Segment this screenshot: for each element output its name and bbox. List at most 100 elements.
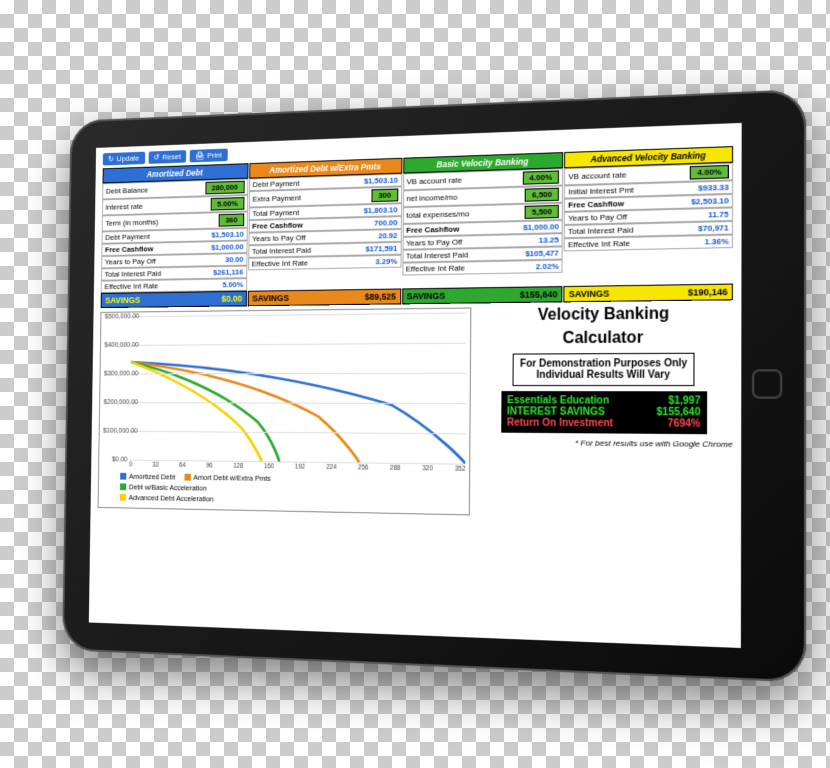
chart-legend: Amortized Debt Amort Debt w/Extra Pmts D…: [120, 472, 466, 510]
legend-label: Debt w/Basic Acceleration: [129, 483, 207, 493]
roi-box: Essentials Education$1,997INTEREST SAVIN…: [501, 391, 707, 434]
disclaimer-box: For Demonstration Purposes Only Individu…: [513, 353, 695, 386]
footnote: * For best results use with Google Chrom…: [477, 438, 733, 450]
legend-label: Advanced Debt Acceleration: [129, 493, 214, 503]
lower-section: $500,000.00$400,000.00$300,000.00$200,00…: [98, 304, 733, 520]
update-button[interactable]: ↻Update: [103, 152, 145, 166]
row-label: Free Cashflow: [252, 221, 303, 231]
roi-label: Essentials Education: [507, 395, 609, 407]
x-tick-label: 160: [264, 463, 274, 470]
roi-row: Return On Investment7694%: [507, 417, 700, 429]
computed-value: $1,803.10: [364, 205, 398, 215]
y-tick-label: $100,000.00: [103, 427, 128, 434]
x-tick-label: 96: [206, 462, 213, 469]
column-body: VB account rate 4.00% Initial Interest Pmt…: [564, 163, 733, 286]
row-label: Debt Balance: [106, 186, 148, 196]
savings-label: SAVINGS: [569, 288, 610, 299]
swatch-icon: [184, 474, 190, 481]
reset-button[interactable]: ↺Reset: [148, 150, 186, 164]
computed-value: $1,503.10: [364, 176, 398, 186]
y-tick-label: $500,000.00: [105, 313, 130, 320]
swatch-icon: [120, 483, 126, 490]
row-label: VB account rate: [568, 170, 626, 181]
row-label: Total Interest Paid: [105, 269, 162, 279]
input-value[interactable]: 4.00%: [690, 165, 729, 180]
computed-value: 30.00: [225, 255, 243, 264]
row-label: VB account rate: [407, 176, 462, 187]
x-tick-label: 256: [358, 464, 368, 471]
savings-cell: SAVINGS$89,525: [248, 288, 401, 306]
reset-icon: ↺: [153, 153, 159, 162]
x-tick-label: 352: [455, 466, 466, 473]
row-label: Years to Pay Off: [406, 237, 462, 247]
row-label: net income/mo: [406, 193, 457, 203]
legend-item: Amort Debt w/Extra Pmts: [184, 473, 270, 483]
print-label: Print: [207, 151, 222, 160]
input-value[interactable]: 6,500: [525, 188, 559, 202]
summary-panel: Velocity Banking Calculator For Demonstr…: [476, 304, 733, 520]
computed-value: $1,000.00: [211, 242, 244, 251]
roi-value: $1,997: [668, 395, 700, 407]
x-tick-label: 224: [326, 464, 336, 471]
row-label: total expenses/mo: [406, 209, 469, 220]
chart-panel: $500,000.00$400,000.00$300,000.00$200,00…: [98, 308, 472, 516]
computed-value: $2,503.10: [691, 196, 729, 206]
legend-item: Debt w/Basic Acceleration: [120, 482, 207, 492]
computed-value: $105,477: [525, 249, 559, 259]
row-label: Extra Payment: [252, 193, 301, 203]
row-label: interest rate: [106, 202, 143, 212]
legend-item: Advanced Debt Acceleration: [120, 493, 214, 503]
computed-value: $1,503.10: [211, 230, 244, 239]
savings-value: $0.00: [221, 294, 242, 304]
legend-item: Amortized Debt: [120, 472, 175, 481]
row-label: Years to Pay Off: [105, 257, 156, 267]
input-value[interactable]: 5,500: [525, 205, 559, 219]
computed-value: $261,116: [213, 268, 243, 277]
disclaimer-line: Individual Results Will Vary: [520, 369, 687, 381]
data-row: Effective Int Rate3.29%: [248, 255, 401, 271]
input-value[interactable]: 4.00%: [522, 170, 559, 184]
swatch-icon: [120, 494, 126, 501]
x-tick-label: 128: [233, 463, 243, 470]
y-tick-label: $0.00: [103, 456, 128, 463]
computed-value: 13.25: [539, 235, 559, 245]
computed-value: 11.75: [708, 210, 729, 220]
row-label: Free Cashflow: [568, 199, 624, 210]
computed-value: $1,000.00: [523, 222, 559, 232]
x-tick-label: 0: [129, 461, 132, 468]
savings-value: $190,146: [688, 287, 728, 298]
roi-row: Essentials Education $1,997: [507, 395, 700, 407]
column-bodies: Debt Balance 280,000 interest rate 5.00% Ter…: [101, 163, 733, 293]
home-button[interactable]: [752, 369, 782, 399]
disclaimer-line: For Demonstration Purposes Only: [520, 358, 687, 370]
input-value[interactable]: 280,000: [205, 181, 244, 195]
row-label: Initial Interest Pmt: [568, 185, 634, 196]
savings-label: SAVINGS: [105, 295, 140, 305]
row-label: Term (in months): [105, 218, 158, 228]
input-value[interactable]: 5.00%: [211, 197, 245, 210]
data-row: Effective Int Rate2.02%: [402, 260, 563, 276]
tablet-device: ↻Update ↺Reset 🖨Print Amortized DebtAmor…: [62, 89, 806, 683]
computed-value: $171,591: [365, 244, 397, 254]
computed-value: $933.33: [698, 183, 729, 193]
column-body: VB account rate 4.00% net income/mo 6,500 to…: [402, 168, 563, 288]
input-value[interactable]: 360: [219, 213, 244, 226]
legend-label: Amortized Debt: [129, 472, 175, 481]
y-tick-label: $200,000.00: [104, 399, 129, 406]
row-label: Effective Int Rate: [568, 239, 630, 250]
row-label: Total Interest Paid: [568, 225, 634, 236]
chart-curves: [129, 313, 467, 464]
savings-label: SAVINGS: [407, 291, 446, 302]
x-tick-label: 64: [179, 462, 186, 469]
input-value[interactable]: 300: [372, 189, 398, 203]
column-body: Debt Balance 280,000 interest rate 5.00% Ter…: [101, 179, 248, 293]
row-label: Years to Pay Off: [568, 212, 627, 223]
savings-cell: SAVINGS $190,146: [564, 284, 733, 303]
print-button[interactable]: 🖨Print: [190, 149, 228, 163]
row-label: Years to Pay Off: [252, 233, 306, 243]
computed-value: 20.92: [378, 231, 397, 240]
x-tick-label: 288: [390, 465, 401, 472]
row-label: Total Interest Paid: [252, 246, 312, 256]
legend-label: Amort Debt w/Extra Pmts: [193, 473, 270, 483]
row-label: Free Cashflow: [105, 244, 153, 254]
